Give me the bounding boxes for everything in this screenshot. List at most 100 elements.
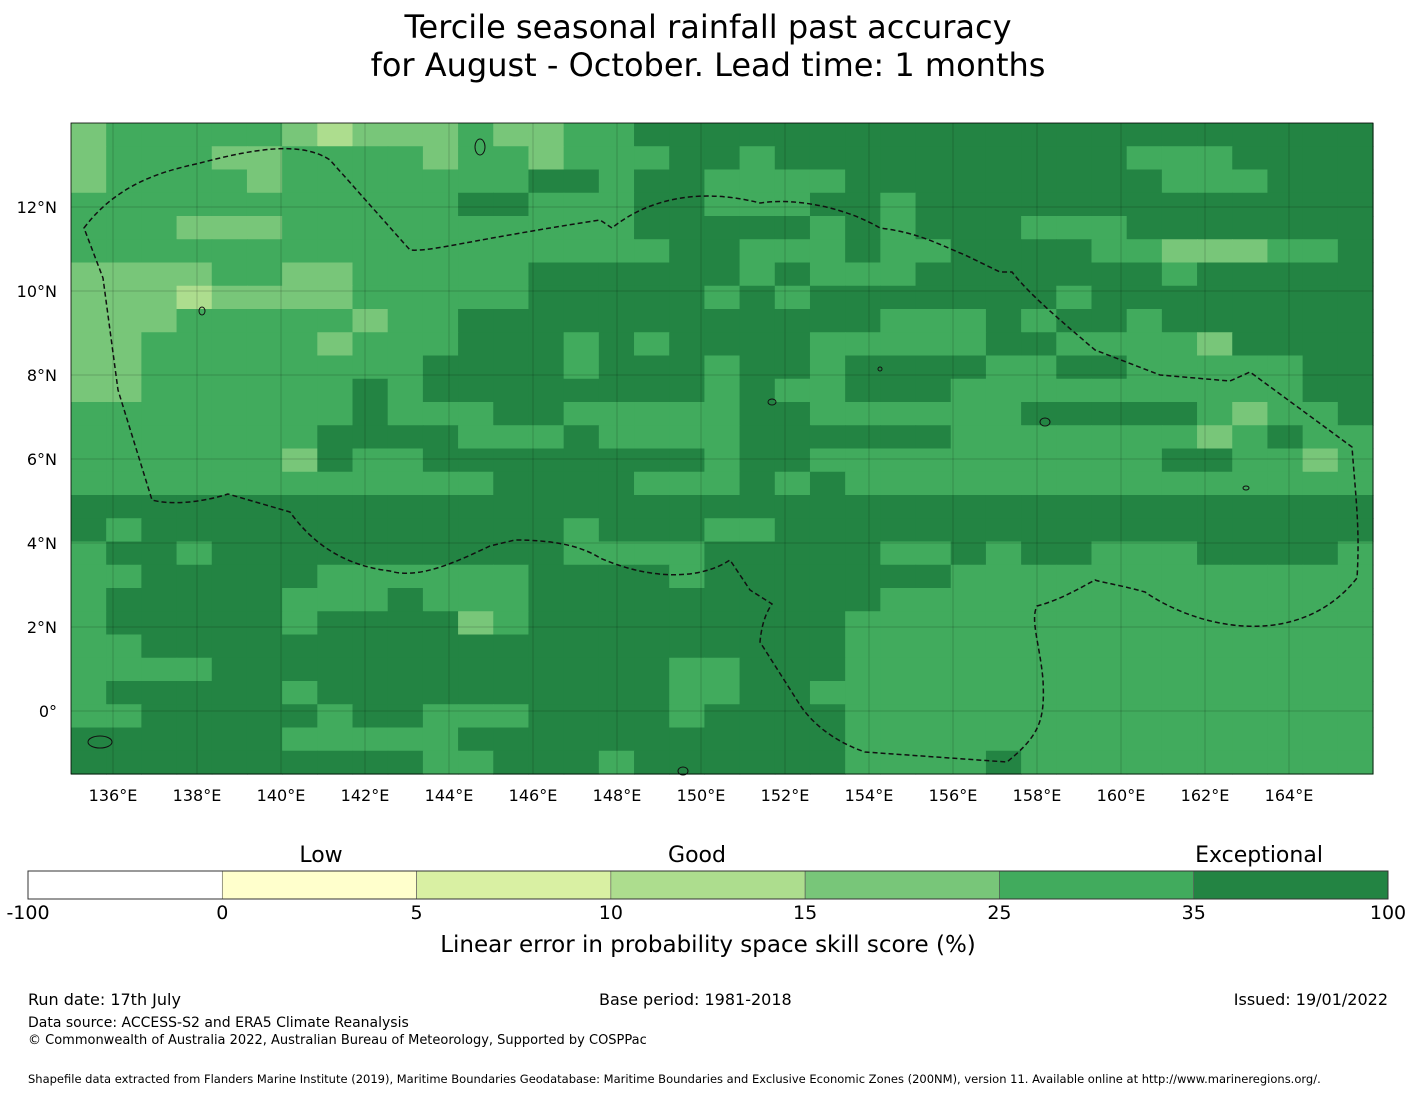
skill-cell <box>1021 355 1057 380</box>
skill-cell <box>739 495 776 519</box>
skill-cell <box>1302 123 1339 147</box>
skill-cell <box>422 309 459 333</box>
skill-cell <box>845 634 881 659</box>
colorbar-tick-label: 25 <box>987 902 1012 924</box>
skill-cell <box>669 704 706 729</box>
skill-cell <box>458 285 494 310</box>
skill-cell <box>141 262 178 287</box>
lon-tick-label: 138°E <box>173 786 222 805</box>
skill-cell <box>1302 285 1339 310</box>
skill-cell <box>176 727 213 752</box>
skill-cell <box>1337 448 1374 473</box>
skill-cell <box>387 169 424 194</box>
skill-cell <box>563 146 600 171</box>
skill-cell <box>809 727 846 752</box>
skill-cell <box>1302 681 1339 705</box>
skill-cell <box>387 425 424 450</box>
skill-cell <box>704 681 741 705</box>
skill-cell <box>704 611 741 636</box>
skill-cell <box>809 425 846 450</box>
skill-cell <box>352 332 389 357</box>
skill-cell <box>598 309 635 333</box>
skill-cell <box>176 378 213 403</box>
skill-cell <box>422 402 459 426</box>
skill-cell <box>1337 239 1374 264</box>
skill-cell <box>1091 216 1128 240</box>
skill-cell <box>739 216 776 240</box>
skill-cell <box>563 355 600 380</box>
skill-cell <box>211 681 248 705</box>
skill-cell <box>1021 309 1057 333</box>
skill-cell <box>739 402 776 426</box>
skill-cell <box>1232 425 1269 450</box>
skill-cell <box>739 425 776 450</box>
skill-cell <box>1091 495 1128 519</box>
skill-cell <box>1056 704 1093 729</box>
skill-cell <box>246 378 283 403</box>
skill-cell <box>880 495 917 519</box>
skill-cell <box>352 123 389 147</box>
skill-cell <box>669 564 706 589</box>
skill-cell <box>422 727 459 752</box>
skill-cell <box>1091 704 1128 729</box>
skill-cell <box>598 425 635 450</box>
skill-cell <box>915 402 952 426</box>
skill-cell <box>1161 681 1198 705</box>
skill-cell <box>282 471 318 496</box>
skill-cell <box>880 564 917 589</box>
skill-cell <box>1267 518 1304 543</box>
skill-cell <box>528 611 565 636</box>
skill-cell <box>950 727 987 752</box>
skill-cell <box>809 332 846 357</box>
skill-cell <box>1021 239 1057 264</box>
skill-cell <box>739 471 776 496</box>
skill-cell <box>422 588 459 612</box>
skill-cell <box>774 448 811 473</box>
skill-cell <box>1302 262 1339 287</box>
skill-cell <box>704 564 741 589</box>
skill-cell <box>71 239 107 264</box>
skill-cell <box>563 378 600 403</box>
skill-cell <box>950 192 987 217</box>
skill-cell <box>528 355 565 380</box>
skill-cell <box>1021 634 1057 659</box>
skill-cell <box>246 146 283 171</box>
skill-cell <box>246 448 283 473</box>
skill-cell <box>880 378 917 403</box>
skill-cell <box>669 634 706 659</box>
skill-cell <box>950 378 987 403</box>
skill-cell <box>352 402 389 426</box>
colorbar-segment <box>416 870 612 900</box>
skill-cell <box>176 471 213 496</box>
skill-cell <box>704 355 741 380</box>
skill-cell <box>317 239 354 264</box>
skill-cell <box>598 355 635 380</box>
skill-cell <box>352 355 389 380</box>
skill-cell <box>634 541 670 566</box>
skill-cell <box>1197 378 1233 403</box>
skill-cell <box>211 727 248 752</box>
skill-cell <box>211 309 248 333</box>
skill-cell <box>985 634 1022 659</box>
skill-cell <box>106 518 142 543</box>
skill-cell <box>950 518 987 543</box>
skill-cell <box>141 378 178 403</box>
skill-cell <box>634 239 670 264</box>
skill-cell <box>176 425 213 450</box>
skill-cell <box>352 727 389 752</box>
skill-cell <box>985 355 1022 380</box>
island-outline <box>198 306 206 316</box>
skill-cell <box>598 262 635 287</box>
skill-cell <box>176 355 213 380</box>
skill-cell <box>387 681 424 705</box>
skill-cell <box>1302 634 1339 659</box>
skill-cell <box>915 169 952 194</box>
skill-cell <box>915 425 952 450</box>
colorbar-label: Linear error in probability space skill … <box>440 932 976 958</box>
skill-cell <box>387 123 424 147</box>
skill-cell <box>1021 216 1057 240</box>
skill-cell <box>774 425 811 450</box>
skill-cell <box>774 192 811 217</box>
skill-cell <box>458 611 494 636</box>
skill-cell <box>528 239 565 264</box>
